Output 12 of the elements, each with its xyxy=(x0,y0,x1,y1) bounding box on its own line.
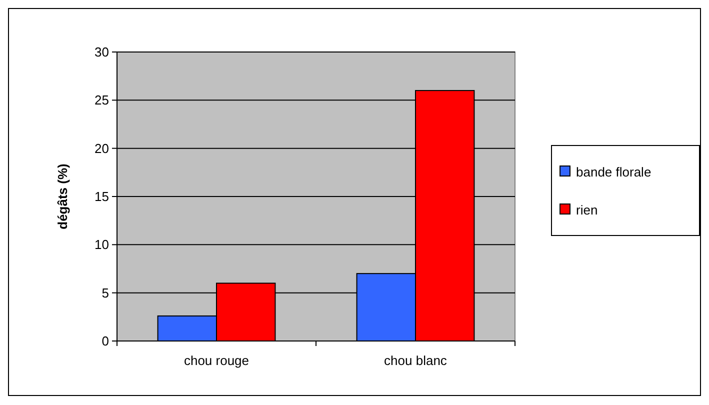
y-tick-label: 20 xyxy=(94,140,109,156)
legend-label: rien xyxy=(576,202,598,218)
y-axis-title: dégâts (%) xyxy=(55,164,70,230)
y-tick-label: 25 xyxy=(94,92,109,108)
y-tick-label: 5 xyxy=(102,285,109,300)
y-tick-label: 0 xyxy=(102,334,109,349)
y-tick-label: 30 xyxy=(94,44,109,60)
x-tick-label: chou blanc xyxy=(384,353,448,368)
y-tick-label: 10 xyxy=(94,237,109,252)
x-tick-label: chou rouge xyxy=(184,353,250,368)
y-tick-label: 15 xyxy=(94,189,109,204)
legend-label: bande florale xyxy=(576,164,652,180)
